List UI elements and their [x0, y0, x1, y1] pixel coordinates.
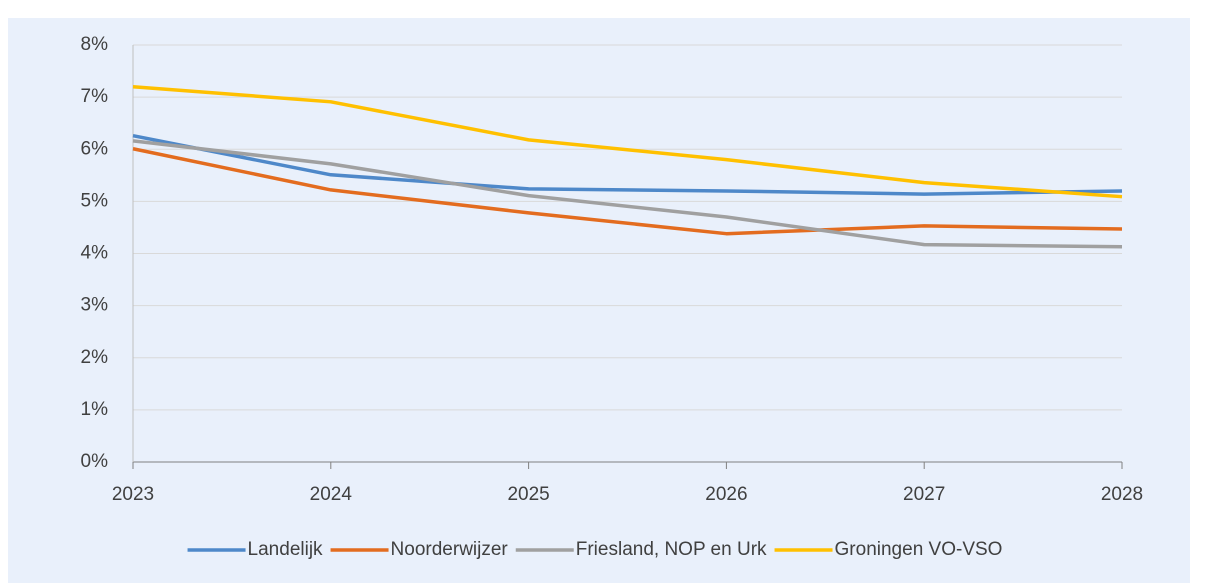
- y-tick-label: 7%: [81, 86, 109, 107]
- y-tick-label: 3%: [81, 295, 109, 316]
- series-line: [132, 139, 1123, 249]
- x-tick-label: 2025: [507, 484, 549, 505]
- series-line: [132, 147, 1123, 236]
- chart-background: [8, 18, 1190, 583]
- y-tick-label: 4%: [81, 243, 109, 264]
- y-tick-label: 8%: [81, 34, 109, 55]
- y-tick-label: 0%: [81, 451, 109, 472]
- legend-label: Landelijk: [248, 539, 323, 560]
- y-tick-label: 6%: [81, 138, 109, 159]
- legend-label: Groningen VO-VSO: [835, 539, 1003, 560]
- y-tick-label: 1%: [81, 399, 109, 420]
- legend-label: Friesland, NOP en Urk: [576, 539, 767, 560]
- x-tick-label: 2027: [903, 484, 945, 505]
- x-tick-label: 2024: [310, 484, 353, 505]
- series-line: [132, 133, 1123, 196]
- series-line: [132, 84, 1123, 199]
- legend-label: Noorderwijzer: [391, 539, 509, 560]
- x-tick-label: 2028: [1101, 484, 1143, 505]
- x-tick-label: 2023: [112, 484, 154, 505]
- y-tick-label: 5%: [81, 190, 109, 211]
- x-tick-label: 2026: [705, 484, 747, 505]
- y-tick-label: 2%: [81, 347, 109, 368]
